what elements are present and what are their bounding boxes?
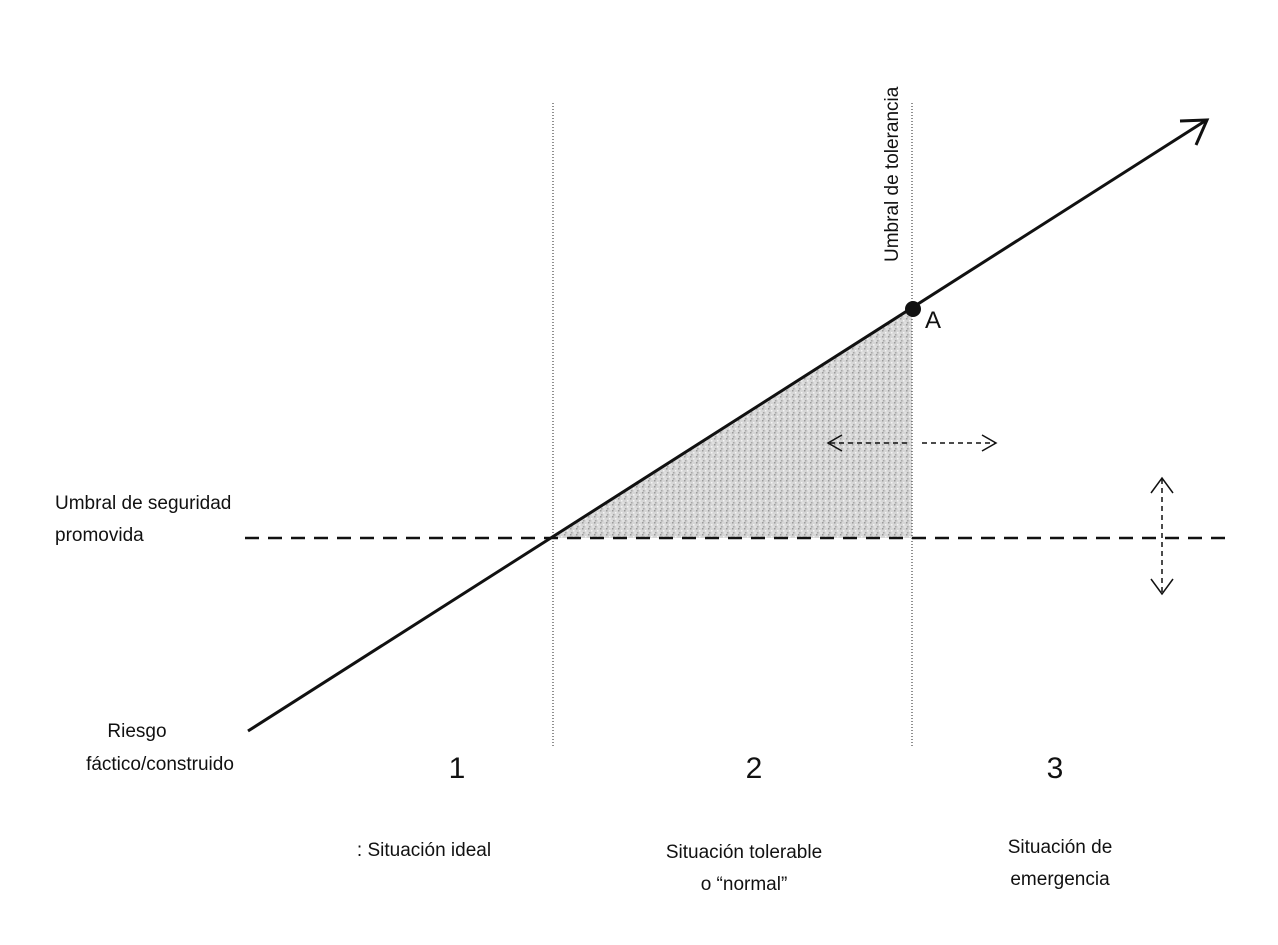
zone-3-number: 3 [1047,752,1064,785]
zone-2-name-line1: Situación tolerable [666,842,822,863]
zone-1-number: 1 [449,752,466,785]
safety-threshold-label-line2: promovida [55,525,144,546]
zone-3-name-line1: Situación de [1008,837,1113,858]
safety-threshold-label-line1: Umbral de seguridad [55,493,231,514]
risk-label-line2: fáctico/construido [86,754,234,775]
risk-line [247,119,1206,733]
point-a-label: A [925,307,941,334]
zone-3-name-line2: emergencia [1010,869,1110,890]
horizontal-shift-arrow [826,434,998,452]
zone-2-name-line2: o “normal” [701,874,788,895]
risk-line-arrowhead [1179,118,1210,146]
zone-1-name: : Situación ideal [357,840,491,861]
tolerance-threshold-label: Umbral de tolerancia [882,86,903,262]
point-a-marker [905,301,921,317]
vertical-shift-arrow [1150,476,1174,596]
zone-2-number: 2 [746,752,763,785]
risk-label-line1: Riesgo [107,721,166,742]
